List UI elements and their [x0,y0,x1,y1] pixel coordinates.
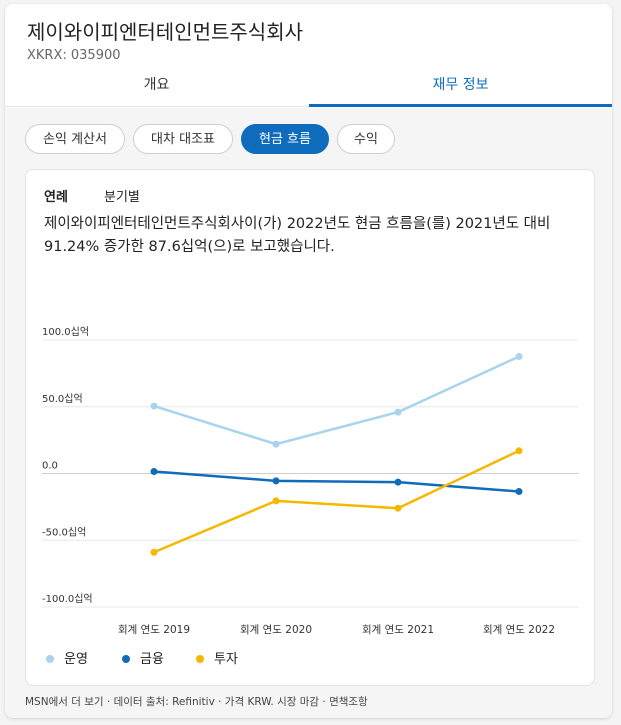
ticker-symbol: XKRX: 035900 [27,48,121,63]
main-tabs: 개요 재무 정보 [5,70,612,108]
pill-balance-sheet[interactable]: 대차 대조표 [133,124,233,154]
legend-dot-financing [122,654,130,663]
chart-panel: 연례 분기별 제이와이피엔터테인먼트주식회사이(가) 2022년도 현금 흐름을… [25,169,595,686]
x-tick-label: 회계 연도 2019 [118,624,190,636]
legend-dot-operating [46,654,54,663]
y-tick-label: 50.0십억 [42,393,83,405]
footer-note: MSN에서 더 보기 · 데이터 출처: Refinitiv · 가격 KRW.… [25,696,368,708]
chart-legend: 운영 금융 투자 [46,648,446,668]
legend-label-investing: 투자 [214,652,238,667]
period-quarterly[interactable]: 분기별 [104,190,140,205]
legend-item-investing: 투자 [196,648,238,667]
series-line-2 [153,449,520,554]
data-point [394,504,402,512]
pill-income-statement[interactable]: 손익 계산서 [25,124,125,154]
x-tick-label: 회계 연도 2020 [240,624,312,636]
cash-flow-summary: 제이와이피엔터테인먼트주식회사이(가) 2022년도 현금 흐름을(를) 202… [44,216,551,255]
legend-label-financing: 금융 [140,652,164,667]
data-point [394,408,402,416]
data-point [150,467,158,475]
legend-dot-investing [196,654,204,663]
tab-overview[interactable]: 개요 [143,77,170,93]
legend-label-operating: 운영 [64,652,88,667]
y-tick-label: 0.0 [42,461,58,472]
financials-card: 제이와이피엔터테인먼트주식회사 XKRX: 035900 개요 재무 정보 손익… [5,4,612,718]
data-point [515,353,523,361]
data-point [272,440,280,448]
data-point [394,478,402,486]
legend-item-financing: 금융 [122,648,164,667]
tab-financials[interactable]: 재무 정보 [432,77,489,93]
active-tab-indicator [309,104,612,107]
tab-divider [5,106,612,107]
data-point [515,447,523,455]
data-point [515,488,523,496]
y-tick-label: -100.0십억 [42,593,93,605]
company-title: 제이와이피엔터테인먼트주식회사 [27,20,303,44]
data-point [150,548,158,556]
series-line-1 [153,470,520,493]
series-line-0 [153,355,520,446]
data-point [150,402,158,410]
y-tick-label: -50.0십억 [42,526,86,538]
data-point [272,497,280,505]
pill-cash-flow[interactable]: 현금 흐름 [241,124,329,154]
legend-item-operating: 운영 [46,648,88,667]
pill-revenue[interactable]: 수익 [337,124,395,154]
data-point [272,477,280,485]
period-annual[interactable]: 연례 [44,190,68,205]
x-tick-label: 회계 연도 2022 [483,624,555,636]
x-tick-label: 회계 연도 2021 [362,624,434,636]
y-tick-label: 100.0십억 [42,326,89,338]
